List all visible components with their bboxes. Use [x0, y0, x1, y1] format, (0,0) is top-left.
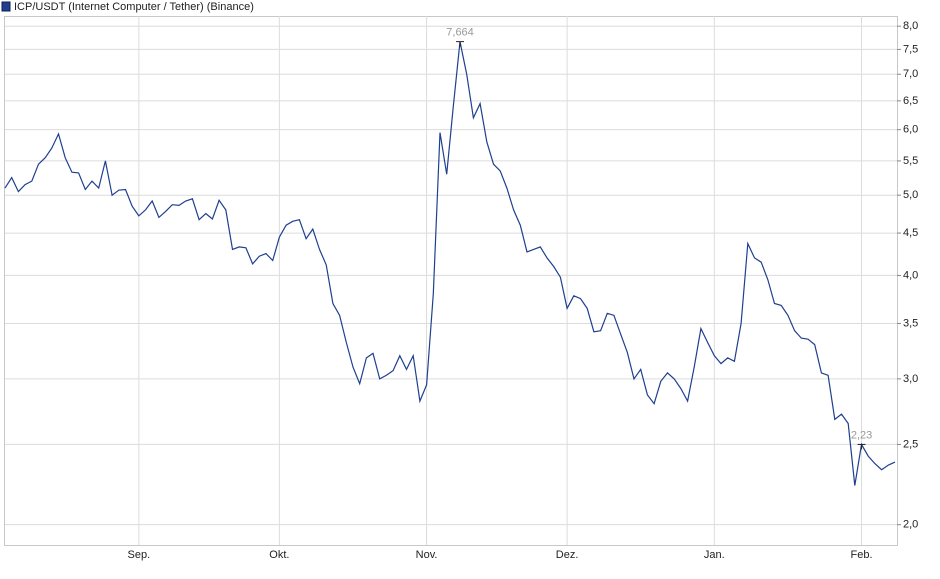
value-label: 2,23	[851, 429, 872, 441]
y-tick-label: 3,5	[903, 317, 918, 329]
price-line	[4, 41, 896, 486]
y-tick-label: 4,5	[903, 227, 918, 239]
x-tick-label: Dez.	[556, 549, 579, 561]
x-tick-label: Feb.	[851, 549, 873, 561]
y-tick-label: 5,5	[903, 155, 918, 167]
x-tick-label: Sep.	[128, 549, 151, 561]
y-tick-label: 2,5	[903, 438, 918, 450]
y-tick-label: 4,0	[903, 269, 918, 281]
y-tick-label: 7,5	[903, 43, 918, 55]
value-label: 7,664	[446, 27, 474, 39]
y-tick-label: 5,0	[903, 189, 918, 201]
y-tick-label: 2,0	[903, 519, 918, 531]
y-tick-label: 7,0	[903, 68, 918, 80]
x-tick-label: Jan.	[704, 549, 725, 561]
legend-label: ICP/USDT (Internet Computer / Tether) (B…	[14, 1, 254, 13]
y-tick-label: 6,0	[903, 124, 918, 136]
y-tick-label: 8,0	[903, 20, 918, 32]
y-tick-label: 3,0	[903, 373, 918, 385]
legend-swatch	[1, 1, 11, 12]
x-tick-label: Okt.	[269, 549, 289, 561]
x-tick-label: Nov.	[416, 549, 438, 561]
plot-frame	[4, 16, 898, 546]
y-tick-label: 6,5	[903, 95, 918, 107]
